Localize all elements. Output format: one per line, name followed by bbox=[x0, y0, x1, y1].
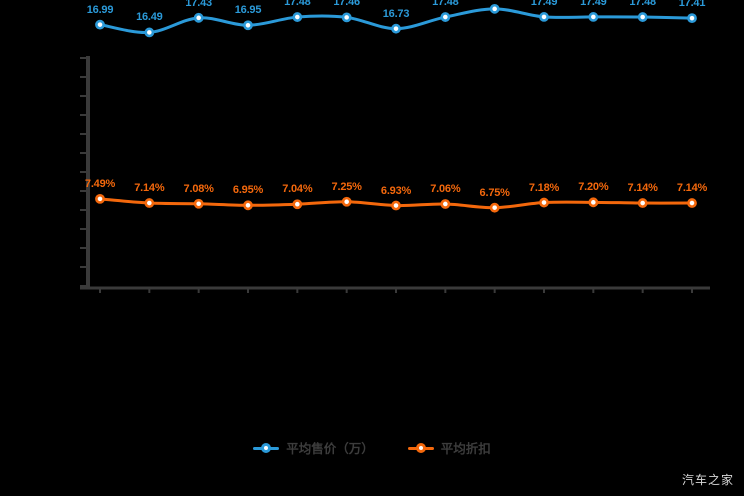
data-label-avg-discount: 7.08% bbox=[183, 182, 214, 195]
data-point-marker[interactable] bbox=[687, 198, 697, 208]
data-label-avg-discount: 6.75% bbox=[479, 186, 510, 199]
data-point-marker[interactable] bbox=[292, 199, 303, 210]
data-label-avg-discount: 6.93% bbox=[380, 184, 412, 197]
y-axis-ticks bbox=[80, 57, 86, 287]
data-point-marker[interactable] bbox=[341, 12, 352, 23]
data-label-avg-discount: 7.14% bbox=[676, 182, 708, 195]
data-point-marker[interactable] bbox=[193, 12, 204, 23]
chart-axes bbox=[80, 56, 710, 290]
data-point-marker[interactable] bbox=[292, 12, 303, 22]
data-label-avg-discount: 6.95% bbox=[232, 184, 264, 197]
data-label-avg-discount: 7.20% bbox=[578, 181, 609, 194]
data-point-marker[interactable] bbox=[341, 196, 352, 207]
data-label-avg-price: 17.48 bbox=[432, 0, 459, 9]
chart-legend: 平均售价（万） 平均折扣 bbox=[0, 438, 744, 457]
data-point-marker[interactable] bbox=[588, 12, 599, 22]
data-point-marker[interactable] bbox=[391, 200, 401, 211]
data-point-marker[interactable] bbox=[588, 197, 599, 208]
data-point-marker[interactable] bbox=[440, 12, 451, 22]
legend-item-avg-price[interactable]: 平均售价（万） bbox=[253, 438, 374, 457]
series-avg-discount bbox=[95, 193, 697, 213]
data-label-avg-price: 17.49 bbox=[530, 0, 558, 8]
legend-item-avg-discount[interactable]: 平均折扣 bbox=[407, 438, 491, 457]
data-point-marker[interactable] bbox=[637, 12, 648, 22]
data-label-avg-price: 17.43 bbox=[185, 0, 212, 9]
data-point-marker[interactable] bbox=[95, 193, 105, 204]
data-label-avg-price: 16.49 bbox=[136, 11, 163, 24]
data-label-avg-discount: 7.06% bbox=[430, 182, 461, 195]
legend-line-marker-icon bbox=[407, 441, 434, 455]
x-axis-ticks bbox=[99, 288, 693, 293]
data-point-marker[interactable] bbox=[539, 12, 549, 22]
data-label-avg-price: 17.49 bbox=[580, 0, 607, 8]
data-point-marker[interactable] bbox=[539, 197, 549, 208]
data-point-marker[interactable] bbox=[95, 19, 105, 30]
data-label-avg-price: 16.99 bbox=[86, 3, 114, 16]
data-label-avg-discount: 7.25% bbox=[331, 180, 362, 193]
data-point-marker[interactable] bbox=[489, 3, 500, 14]
data-label-avg-discount: 7.18% bbox=[528, 181, 560, 194]
data-label-avg-price: 16.95 bbox=[234, 4, 262, 17]
legend-label-avg-price: 平均售价（万） bbox=[286, 442, 374, 456]
data-label-avg-price: 17.46 bbox=[333, 0, 360, 9]
data-point-marker[interactable] bbox=[144, 27, 155, 38]
data-label-avg-price: 17.41 bbox=[678, 0, 706, 10]
data-label-avg-discount: 7.49% bbox=[84, 177, 116, 190]
data-point-marker[interactable] bbox=[391, 23, 401, 34]
series-avg-price bbox=[95, 3, 697, 38]
data-label-avg-price: 16.73 bbox=[382, 7, 410, 20]
data-point-marker[interactable] bbox=[144, 198, 155, 208]
data-point-marker[interactable] bbox=[440, 199, 451, 209]
data-label-avg-discount: 7.04% bbox=[282, 183, 313, 196]
data-label-avg-discount: 7.14% bbox=[134, 182, 165, 195]
data-point-marker[interactable] bbox=[193, 198, 204, 209]
data-label-avg-price: 17.48 bbox=[629, 0, 656, 9]
data-point-marker[interactable] bbox=[637, 198, 648, 208]
data-label-avg-discount: 7.14% bbox=[627, 182, 658, 195]
data-point-marker[interactable] bbox=[243, 20, 253, 31]
chart-series-layer bbox=[95, 3, 697, 213]
legend-label-avg-discount: 平均折扣 bbox=[440, 442, 491, 456]
data-point-marker[interactable] bbox=[243, 200, 253, 211]
data-point-marker[interactable] bbox=[687, 13, 697, 24]
legend-line-marker-icon bbox=[253, 441, 280, 455]
watermark-autohome: 汽车之家 bbox=[681, 473, 734, 487]
data-point-marker[interactable] bbox=[489, 202, 500, 213]
data-label-avg-price: 17.48 bbox=[284, 0, 311, 9]
